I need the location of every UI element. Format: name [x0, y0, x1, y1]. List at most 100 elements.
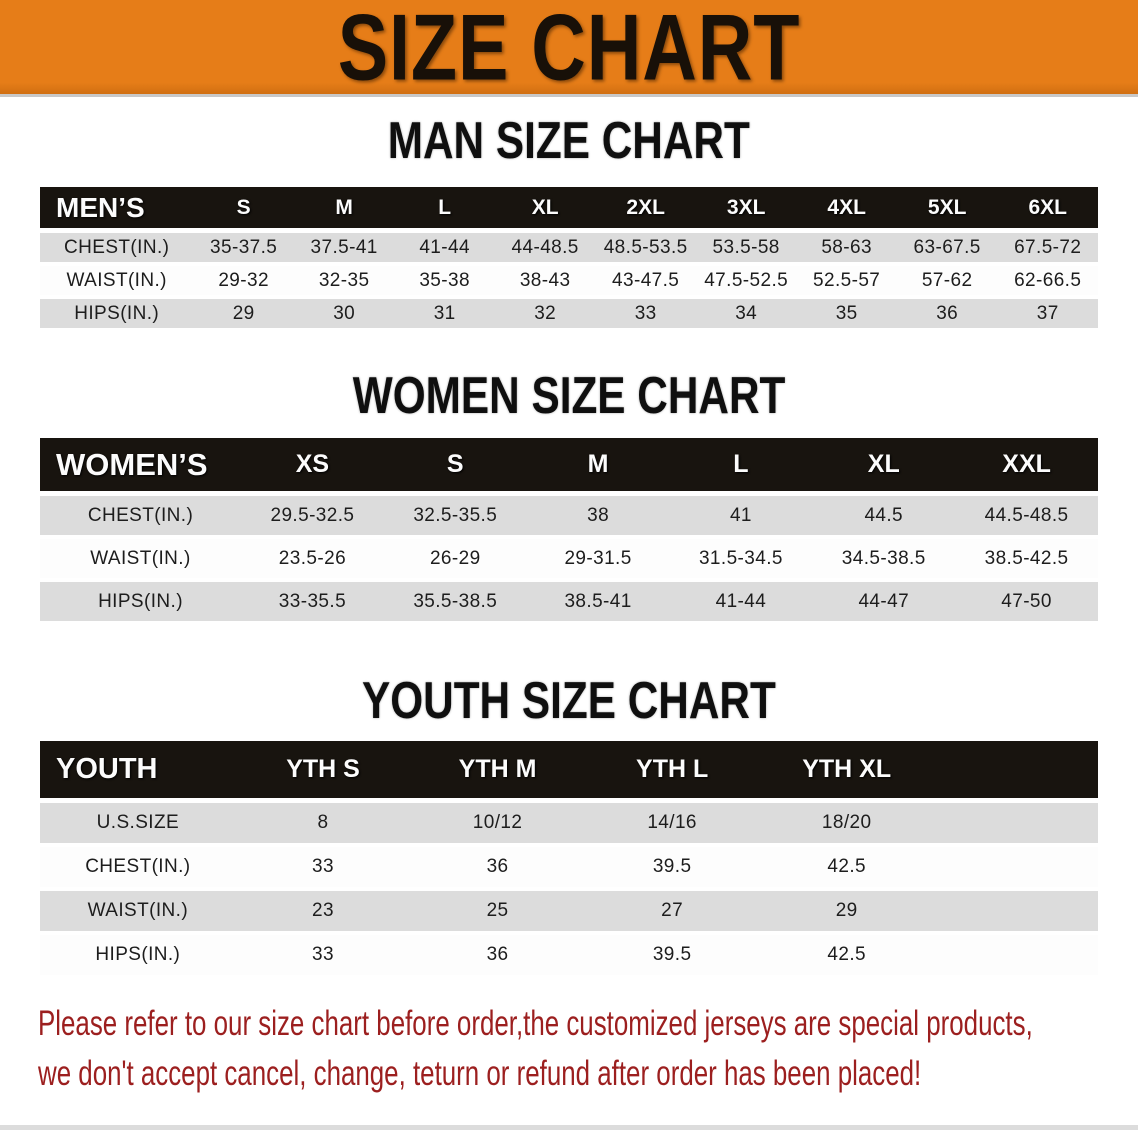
- table-row: WAIST(IN.) 23 25 27 29: [40, 891, 1098, 935]
- women-corner-label: WOMEN’S: [40, 438, 242, 496]
- size-cell: 33: [235, 935, 411, 979]
- size-cell: 32: [494, 299, 596, 332]
- men-section-heading: MAN SIZE CHART: [0, 110, 1138, 170]
- size-cell: 58-63: [796, 233, 897, 266]
- filler-cell: [933, 891, 1098, 935]
- row-label: WAIST(IN.): [40, 539, 242, 582]
- size-cell: 35.5-38.5: [383, 582, 527, 625]
- size-cell: 41-44: [669, 582, 813, 625]
- size-cell: 31.5-34.5: [669, 539, 813, 582]
- size-cell: 29: [759, 891, 934, 935]
- size-cell: 36: [410, 935, 585, 979]
- size-cell: 62-66.5: [997, 266, 1098, 299]
- size-cell: 37: [997, 299, 1098, 332]
- men-heading-text: MAN SIZE CHART: [387, 110, 751, 170]
- women-size-table-container: WOMEN’S XS S M L XL XXL CHEST(IN.) 29.5-32.5 32.5…: [40, 438, 1098, 625]
- women-size-table: WOMEN’S XS S M L XL XXL CHEST(IN.) 29.5-32.5 32.5…: [40, 438, 1098, 625]
- women-heading-text: WOMEN SIZE CHART: [352, 365, 786, 425]
- table-row: U.S.SIZE 8 10/12 14/16 18/20: [40, 803, 1098, 847]
- size-column-header: XS: [241, 438, 384, 496]
- size-column-header: L: [394, 187, 495, 233]
- size-column-header: XL: [494, 187, 596, 233]
- size-column-header: 5XL: [896, 187, 998, 233]
- size-cell: 43-47.5: [595, 266, 696, 299]
- size-column-header: YTH XL: [759, 741, 934, 803]
- size-cell: 63-67.5: [896, 233, 998, 266]
- size-cell: 44.5: [812, 496, 956, 539]
- size-cell: 38: [526, 496, 670, 539]
- size-cell: 23: [235, 891, 411, 935]
- size-cell: 47.5-52.5: [695, 266, 797, 299]
- size-column-header: M: [293, 187, 395, 233]
- size-cell: 29-31.5: [526, 539, 670, 582]
- row-label: WAIST(IN.): [40, 266, 194, 299]
- size-cell: 35-37.5: [193, 233, 294, 266]
- size-cell: 33: [595, 299, 696, 332]
- table-row: CHEST(IN.) 29.5-32.5 32.5-35.5 38 41 44.5 44.5…: [40, 496, 1098, 539]
- size-cell: 34.5-38.5: [812, 539, 956, 582]
- size-cell: 14/16: [584, 803, 760, 847]
- table-row: WAIST(IN.) 29-32 32-35 35-38 38-43 43-47.5 47.…: [40, 266, 1098, 299]
- size-cell: 44-48.5: [494, 233, 596, 266]
- size-cell: 52.5-57: [796, 266, 897, 299]
- size-cell: 23.5-26: [241, 539, 384, 582]
- size-cell: 38-43: [494, 266, 596, 299]
- size-cell: 41-44: [394, 233, 495, 266]
- size-cell: 30: [293, 299, 395, 332]
- size-cell: 10/12: [410, 803, 585, 847]
- disclaimer-line-2: we don't accept cancel, change, teturn o…: [38, 1053, 922, 1093]
- disclaimer-line-1: Please refer to our size chart before or…: [38, 1004, 1033, 1043]
- size-cell: 36: [896, 299, 998, 332]
- table-row: HIPS(IN.) 29 30 31 32 33 34 35 36 37: [40, 299, 1098, 332]
- size-cell: 29: [193, 299, 294, 332]
- size-cell: 29-32: [193, 266, 294, 299]
- row-label: CHEST(IN.): [40, 233, 194, 266]
- size-cell: 32.5-35.5: [383, 496, 527, 539]
- row-label: CHEST(IN.): [40, 847, 236, 891]
- size-cell: 33-35.5: [241, 582, 384, 625]
- filler-cell: [933, 935, 1098, 979]
- men-size-table: MEN’S S M L XL 2XL 3XL 4XL 5XL 6XL CHEST(IN.) 35-37…: [40, 187, 1098, 332]
- size-column-header: 2XL: [595, 187, 696, 233]
- size-column-header: YTH M: [410, 741, 585, 803]
- size-cell: 38.5-42.5: [955, 539, 1098, 582]
- youth-corner-label: YOUTH: [40, 741, 236, 803]
- size-cell: 67.5-72: [997, 233, 1098, 266]
- table-row: HIPS(IN.) 33 36 39.5 42.5: [40, 935, 1098, 979]
- size-cell: 8: [235, 803, 411, 847]
- men-size-table-container: MEN’S S M L XL 2XL 3XL 4XL 5XL 6XL CHEST(IN.) 35-37…: [40, 187, 1098, 332]
- size-cell: 34: [695, 299, 797, 332]
- size-cell: 35-38: [394, 266, 495, 299]
- table-row: CHEST(IN.) 33 36 39.5 42.5: [40, 847, 1098, 891]
- size-cell: 26-29: [383, 539, 527, 582]
- youth-size-table-container: YOUTH YTH S YTH M YTH L YTH XL U.S.SIZE 8 10/12…: [40, 741, 1098, 979]
- filler-cell: [933, 847, 1098, 891]
- size-cell: 39.5: [584, 935, 760, 979]
- size-column-header: L: [669, 438, 813, 496]
- row-label: HIPS(IN.): [40, 582, 242, 625]
- row-label: U.S.SIZE: [40, 803, 236, 847]
- women-section-heading: WOMEN SIZE CHART: [0, 365, 1138, 425]
- size-cell: 29.5-32.5: [241, 496, 384, 539]
- size-column-header: YTH S: [235, 741, 411, 803]
- size-column-header: 4XL: [796, 187, 897, 233]
- filler-header: [933, 741, 1098, 803]
- size-cell: 44-47: [812, 582, 956, 625]
- size-cell: 36: [410, 847, 585, 891]
- size-cell: 39.5: [584, 847, 760, 891]
- size-column-header: S: [193, 187, 294, 233]
- table-row: WAIST(IN.) 23.5-26 26-29 29-31.5 31.5-34.5 34…: [40, 539, 1098, 582]
- size-column-header: 6XL: [997, 187, 1098, 233]
- men-corner-label: MEN’S: [40, 187, 194, 233]
- youth-size-table: YOUTH YTH S YTH M YTH L YTH XL U.S.SIZE 8 10/12…: [40, 741, 1098, 979]
- size-cell: 44.5-48.5: [955, 496, 1098, 539]
- size-cell: 32-35: [293, 266, 395, 299]
- size-cell: 48.5-53.5: [595, 233, 696, 266]
- size-cell: 42.5: [759, 847, 934, 891]
- youth-section-heading: YOUTH SIZE CHART: [0, 674, 1138, 726]
- size-column-header: 3XL: [695, 187, 797, 233]
- table-row: CHEST(IN.) 35-37.5 37.5-41 41-44 44-48.5 48.5…: [40, 233, 1098, 266]
- banner-title: SIZE CHART: [337, 0, 801, 100]
- size-column-header: XXL: [955, 438, 1098, 496]
